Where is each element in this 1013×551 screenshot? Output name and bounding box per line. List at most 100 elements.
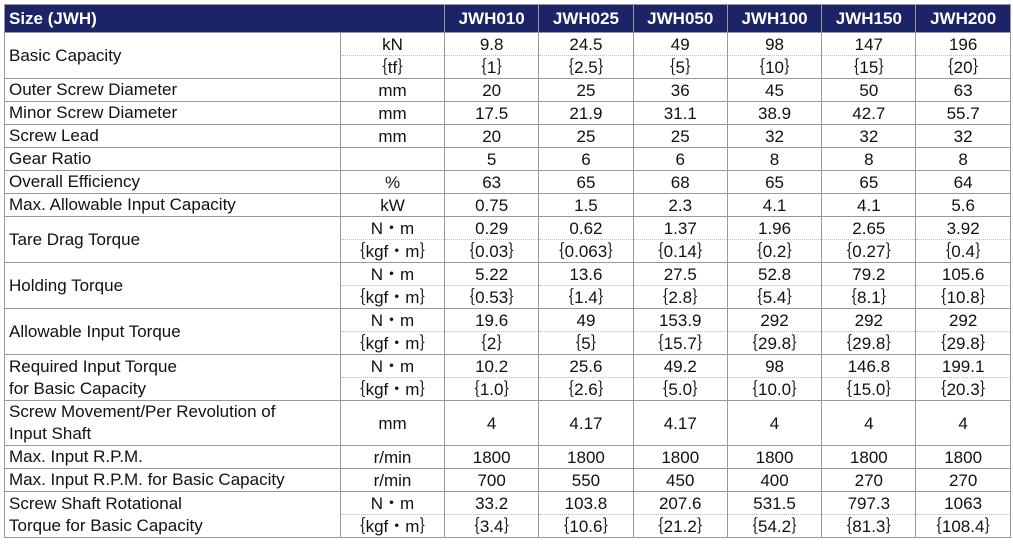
label-line: Holding Torque — [9, 275, 124, 295]
value: ｛10｝ — [726, 55, 823, 79]
value: 65 — [538, 170, 634, 194]
value: ｛1｝ — [443, 55, 540, 79]
value: ｛3.4｝ — [443, 514, 540, 538]
label-line: Basic Capacity — [9, 45, 122, 65]
unit — [340, 147, 445, 171]
label-line: Outer Screw Diameter — [9, 80, 178, 99]
unit: mm — [340, 124, 445, 148]
size-header: Size (JWH) — [4, 4, 445, 33]
spec-row: Required Input Torque for Basic Capacity N… — [4, 354, 1011, 401]
spec-row: Overall Efficiency% 63 65 68 65 65 64 — [4, 170, 1011, 194]
value: 49 — [632, 32, 728, 56]
value: 1800 — [538, 445, 634, 469]
value: 5.22 — [443, 262, 540, 286]
value: 1800 — [443, 445, 540, 469]
value: 147 — [821, 32, 917, 56]
table-body: Basic Capacity kN 9.8 24.5 49 98 147 196 ｛tf｝ ｛1｝… — [4, 32, 1011, 538]
value: 21.9 — [538, 101, 634, 125]
value: 32 — [726, 124, 823, 148]
row-label: Screw Movement/Per Revolution of Input Sh… — [4, 400, 341, 446]
value: 98 — [726, 354, 823, 378]
spec-table: Size (JWH) JWH010 JWH025 JWH050 JWH100 JWH15… — [4, 4, 1011, 538]
spec-row: Max. Input R.P.M. for Basic Capacity r/mi… — [4, 468, 1011, 492]
label-line: Tare Drag Torque — [9, 229, 141, 249]
row-label: Gear Ratio — [4, 147, 341, 171]
spec-row: Max. Allowable Input Capacity kW 0.75 1.5 2.… — [4, 193, 1011, 217]
value: ｛2.5｝ — [538, 55, 634, 79]
value: ｛20｝ — [915, 55, 1011, 79]
row-label: Basic Capacity — [4, 32, 341, 79]
value: 27.5 — [632, 262, 728, 286]
value: 8 — [915, 147, 1011, 171]
value: 1800 — [915, 445, 1011, 469]
value: 4.1 — [821, 193, 917, 217]
value: 25 — [538, 78, 634, 102]
value: 270 — [821, 468, 917, 492]
row-label: Allowable Input Torque — [4, 308, 341, 355]
value: 36 — [632, 78, 728, 102]
label-line: Required Input Torque — [9, 356, 177, 376]
unit: ｛kgf・m｝ — [340, 285, 445, 309]
value: ｛10.0｝ — [726, 377, 823, 401]
value: 25.6 — [538, 354, 634, 378]
unit: kN — [340, 32, 445, 56]
spec-row: Holding Torque N・m 5.22 13.6 27.5 52.8 79.2 105… — [4, 262, 1011, 309]
value: 0.62 — [538, 216, 634, 240]
value: ｛10.6｝ — [538, 514, 634, 538]
value: 1800 — [632, 445, 728, 469]
value: 1.5 — [538, 193, 634, 217]
value: ｛0.2｝ — [726, 239, 823, 263]
value: ｛0.53｝ — [443, 285, 540, 309]
value: 4.17 — [538, 400, 634, 446]
unit: % — [340, 170, 445, 194]
row-label: Overall Efficiency — [4, 170, 341, 194]
value: ｛2.6｝ — [538, 377, 634, 401]
value: ｛5.0｝ — [632, 377, 728, 401]
value: 797.3 — [821, 491, 917, 515]
value: ｛108.4｝ — [915, 514, 1011, 538]
label-line: Max. Allowable Input Capacity — [9, 195, 236, 214]
row-label: Max. Input R.P.M. — [4, 445, 341, 469]
unit: mm — [340, 78, 445, 102]
value: 270 — [915, 468, 1011, 492]
label-line: Input Shaft — [9, 424, 92, 443]
value: 700 — [443, 468, 540, 492]
value: 8 — [821, 147, 917, 171]
value: 20 — [443, 78, 540, 102]
value: 32 — [915, 124, 1011, 148]
spec-row: Allowable Input Torque N・m 19.6 49 153.9 292 2… — [4, 308, 1011, 355]
spec-row: Basic Capacity kN 9.8 24.5 49 98 147 196 — [4, 32, 1011, 79]
value: 5 — [443, 147, 540, 171]
value: ｛29.8｝ — [821, 331, 917, 355]
spec-row: ｛kgf・m｝ ｛1.0｝ ｛2.6｝ ｛5.0｝ ｛10.0｝ ｛15.0｝ ｛20.3｝ — [5, 377, 1011, 401]
value: 52.8 — [726, 262, 823, 286]
unit: r/min — [340, 468, 445, 492]
value: 292 — [726, 308, 823, 332]
value: 38.9 — [726, 101, 823, 125]
model-header: JWH100 — [726, 4, 823, 33]
spec-row: Screw Movement/Per Revolution of Input Sh… — [4, 400, 1011, 446]
value: 2.65 — [821, 216, 917, 240]
value: ｛5｝ — [538, 331, 634, 355]
unit: N・m — [340, 262, 445, 286]
value: ｛0.03｝ — [443, 239, 540, 263]
value: 68 — [632, 170, 728, 194]
value: 4 — [726, 400, 823, 446]
value: 103.8 — [538, 491, 634, 515]
row-label: Screw Shaft Rotational Torque for Basic C… — [4, 491, 341, 538]
label-line: for Basic Capacity — [9, 378, 146, 398]
spec-row: ｛kgf・m｝ ｛0.53｝ ｛1.4｝ ｛2.8｝ ｛5.4｝ ｛8.1｝ ｛10.8｝ — [5, 285, 1011, 309]
header-row: Size (JWH) JWH010 JWH025 JWH050 JWH100 JWH15… — [4, 4, 1011, 33]
spec-row: ｛kgf・m｝ ｛3.4｝ ｛10.6｝ ｛21.2｝ ｛54.2｝ ｛81.3｝ ｛108… — [5, 514, 1011, 538]
value: 292 — [915, 308, 1011, 332]
value: 9.8 — [443, 32, 540, 56]
value: ｛8.1｝ — [821, 285, 917, 309]
unit: N・m — [340, 308, 445, 332]
unit: ｛kgf・m｝ — [340, 239, 445, 263]
unit: N・m — [340, 216, 445, 240]
unit: N・m — [340, 491, 445, 515]
row-label: Outer Screw Diameter — [4, 78, 341, 102]
value: ｛15｝ — [821, 55, 917, 79]
spec-row: Outer Screw Diameter mm 20 25 36 45 50 63 — [4, 78, 1011, 102]
value: 531.5 — [726, 491, 823, 515]
